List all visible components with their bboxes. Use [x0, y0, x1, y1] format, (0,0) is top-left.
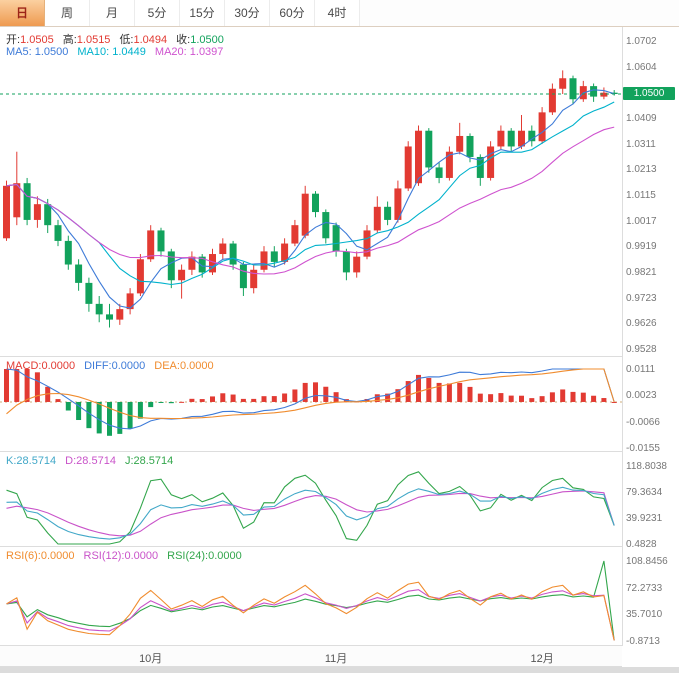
legend-item: 开:1.0505 [6, 34, 54, 46]
rsi-legend: RSI(6):0.0000 RSI(12):0.0000 RSI(24):0.000… [6, 550, 251, 562]
y-axis-tick: 1.0115 [626, 190, 656, 201]
x-axis-month-label: 10月 [139, 653, 163, 665]
y-axis-tick: 1.0017 [626, 215, 657, 227]
rsi-chart [6, 560, 615, 641]
ma-legend: MA5: 1.0500 MA10: 1.0449 MA20: 1.0397 [6, 46, 232, 58]
tab-week[interactable]: 周 [45, 0, 90, 26]
legend-item: K:28.5714 [6, 455, 57, 467]
legend-item: MACD:0.0000 [6, 360, 76, 372]
y-axis-tick: 0.9723 [626, 292, 657, 304]
legend-item: RSI(12):0.0000 [83, 550, 159, 562]
macd-legend: MACD:0.0000 DIFF:0.0000 DEA:0.0000 [6, 360, 223, 372]
x-axis-month-label: 11月 [324, 653, 348, 665]
macd-chart [0, 368, 622, 436]
kdj-chart [6, 471, 615, 545]
tab-day[interactable]: 日 [0, 0, 45, 26]
rsi-panel[interactable] [0, 547, 622, 646]
y-axis-tick: 0.9528 [626, 344, 657, 355]
y-axis-tick: 0.0111 [626, 364, 656, 375]
tab-5min[interactable]: 5分 [135, 0, 180, 26]
y-axis-tick: 108.8456 [626, 556, 668, 567]
y-axis-tick: 79.3634 [626, 487, 663, 498]
y-axis-tick: 72.2733 [626, 582, 663, 594]
tab-60min[interactable]: 60分 [270, 0, 315, 26]
y-axis-tick: 0.0023 [626, 390, 657, 402]
kdj-panel[interactable] [0, 452, 622, 547]
kdj-legend: K:28.5714 D:28.5714 J:28.5714 [6, 455, 182, 467]
legend-item: D:28.5714 [65, 455, 116, 467]
tab-30min[interactable]: 30分 [225, 0, 270, 26]
y-axis-tick: 0.4828 [626, 539, 657, 550]
legend-item: MA5: 1.0500 [6, 46, 69, 58]
legend-item: RSI(24):0.0000 [167, 550, 242, 562]
legend-item: 收:1.0500 [176, 34, 224, 46]
legend-item: 高:1.0515 [62, 34, 111, 46]
timeframe-tabbar: 日周月 5分 15分 30分 60分 4时 [0, 0, 679, 27]
tab-4hour[interactable]: 4时 [315, 0, 360, 26]
current-price-badge: 1.0500 [623, 86, 675, 100]
price-panel[interactable] [0, 27, 622, 357]
tab-month[interactable]: 月 [90, 0, 135, 26]
y-axis-tick: 1.0311 [626, 138, 656, 150]
legend-item: MA10: 1.0449 [77, 46, 146, 58]
time-axis: 10月 11月 12月 [0, 646, 622, 667]
y-axis-tick: 39.9231 [626, 513, 663, 524]
y-axis-tick: 35.7010 [626, 609, 663, 621]
legend-item: 低:1.0494 [119, 34, 168, 46]
y-axis-tick: 1.0213 [626, 164, 657, 176]
y-axis-tick: 118.8038 [626, 461, 667, 472]
legend-item: J:28.5714 [124, 455, 174, 467]
y-axis-tick: 0.9821 [626, 267, 657, 279]
y-axis-tick: -0.8713 [626, 636, 660, 647]
y-axis-tick: -0.0066 [626, 416, 660, 428]
macd-panel[interactable] [0, 357, 622, 452]
legend-item: MA20: 1.0397 [154, 46, 224, 58]
candlestick-chart [0, 70, 622, 328]
y-axis-tick: 0.9919 [626, 241, 657, 253]
legend-item: RSI(6):0.0000 [6, 550, 75, 562]
price-axis-column [622, 27, 679, 646]
footer-strip [0, 667, 679, 673]
tab-15min[interactable]: 15分 [180, 0, 225, 26]
ohlc-legend: 开:1.0505 高:1.0515 低:1.0494 收:1.0500 [6, 31, 233, 47]
legend-item: DEA:0.0000 [154, 360, 214, 372]
y-axis-tick: -0.0155 [626, 443, 660, 454]
x-axis-month-label: 12月 [530, 653, 554, 665]
y-axis-tick: 0.9626 [626, 318, 657, 330]
legend-item: DIFF:0.0000 [84, 360, 146, 372]
y-axis-tick: 1.0409 [626, 112, 657, 124]
y-axis-tick: 1.0702 [626, 36, 657, 47]
y-axis-tick: 1.0604 [626, 61, 657, 73]
